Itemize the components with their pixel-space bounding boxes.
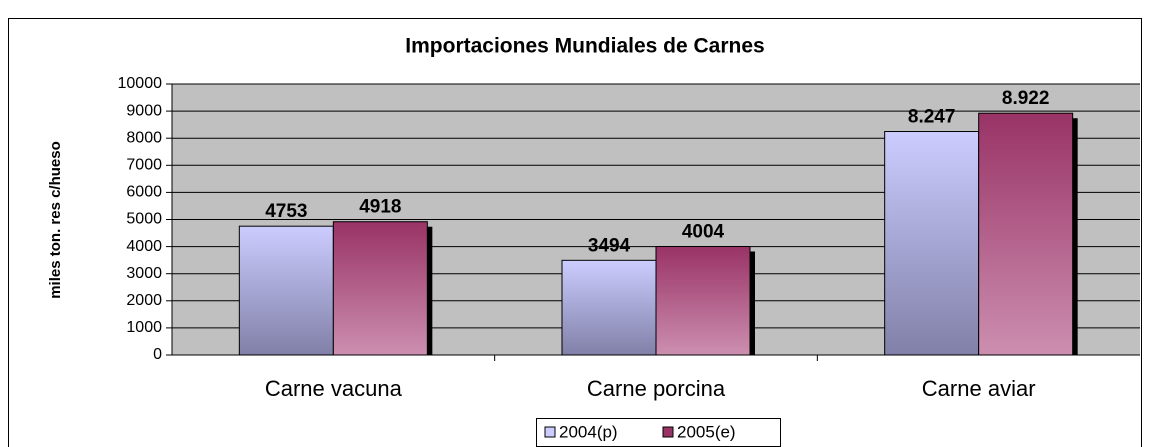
bar (561, 259, 657, 356)
y-tick-label: 10000 (118, 75, 163, 92)
bar (655, 245, 751, 356)
chart-title: Importaciones Mundiales de Carnes (405, 35, 764, 58)
y-tick-label: 1000 (126, 319, 162, 336)
legend-swatch (544, 426, 556, 438)
y-tick-label: 9000 (126, 102, 162, 119)
value-label: 4918 (359, 197, 401, 218)
x-tick-label: Carne aviar (922, 376, 1036, 401)
bar (978, 112, 1074, 356)
value-label: 3494 (588, 235, 631, 256)
y-tick-label: 5000 (126, 211, 162, 228)
y-tick-label: 3000 (126, 265, 162, 282)
legend-label: 2005(e) (677, 422, 736, 441)
legend-swatch (662, 426, 674, 438)
x-tick-label: Carne vacuna (265, 376, 403, 401)
value-label: 4753 (265, 201, 307, 222)
x-tick-label: Carne porcina (587, 376, 726, 401)
y-tick-label: 2000 (126, 292, 162, 309)
y-tick-label: 7000 (126, 157, 162, 174)
bar (238, 225, 334, 356)
y-tick-label: 6000 (126, 184, 162, 201)
bar-shadow (427, 226, 433, 355)
bar (884, 131, 980, 356)
value-label: 8.247 (908, 107, 956, 128)
bar-shadow (750, 251, 755, 355)
legend-box (536, 418, 781, 447)
value-label: 4004 (682, 222, 725, 243)
y-tick-label: 0 (153, 346, 162, 363)
value-label: 8.922 (1002, 88, 1050, 109)
bar (332, 221, 428, 356)
y-tick-label: 8000 (126, 129, 162, 146)
bar-shadow (1072, 118, 1078, 355)
legend-label: 2004(p) (559, 422, 618, 441)
y-axis-label: miles ton. res c/hueso (47, 141, 64, 299)
y-tick-label: 4000 (126, 238, 162, 255)
